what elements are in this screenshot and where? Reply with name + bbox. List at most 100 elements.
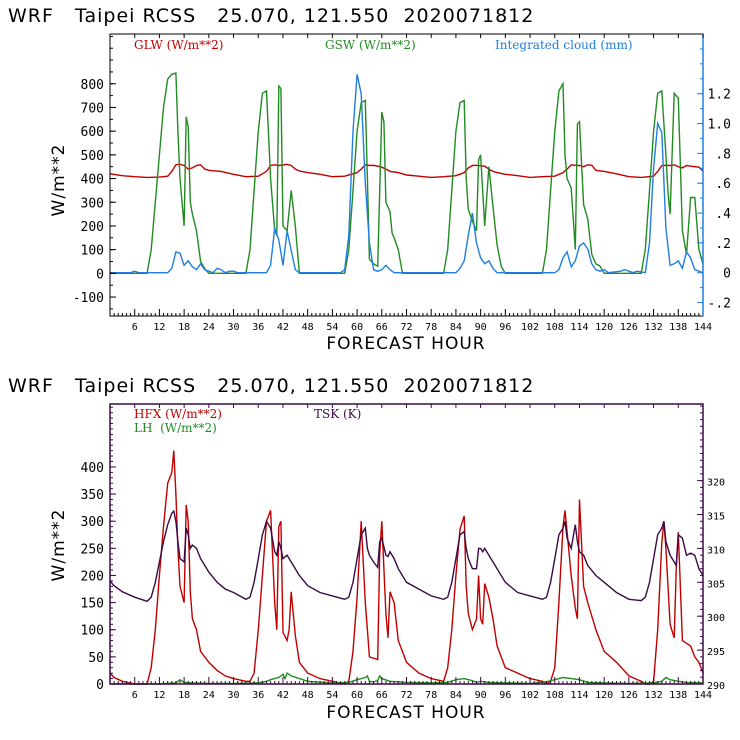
legend-lh: LH (W/m**2) bbox=[134, 421, 217, 435]
x-tick-label: 120 bbox=[595, 690, 613, 701]
top-chart-ylabel: W/m**2 bbox=[49, 144, 69, 217]
legend-tsk: TSK (K) bbox=[314, 407, 361, 421]
top-chart-panel: WRF Taipei RCSS 25.070, 121.550 20200718… bbox=[8, 5, 731, 354]
x-tick-label: 138 bbox=[669, 322, 687, 333]
bottom-chart-series bbox=[109, 450, 704, 685]
y2-tick-label: .2 bbox=[715, 237, 731, 252]
x-tick-label: 42 bbox=[277, 322, 289, 333]
x-tick-label: 12 bbox=[153, 690, 165, 701]
y-tick-label: -100 bbox=[73, 291, 104, 306]
y-tick-label: 400 bbox=[81, 461, 104, 476]
x-tick-label: 36 bbox=[252, 690, 264, 701]
x-tick-label: 18 bbox=[178, 322, 190, 333]
y2-tick-label: 290 bbox=[707, 681, 725, 692]
x-tick-label: 90 bbox=[475, 690, 487, 701]
x-tick-label: 90 bbox=[475, 322, 487, 333]
top-chart-title: WRF Taipei RCSS 25.070, 121.550 20200718… bbox=[8, 5, 534, 27]
y2-tick-label: 1.2 bbox=[708, 88, 731, 103]
bottom-chart-xlabel: FORECAST HOUR bbox=[326, 703, 485, 723]
x-tick-label: 96 bbox=[499, 322, 511, 333]
x-tick-label: 72 bbox=[400, 322, 412, 333]
y2-tick-label: 320 bbox=[707, 478, 725, 489]
bottom-chart-title: WRF Taipei RCSS 25.070, 121.550 20200718… bbox=[8, 375, 534, 397]
x-tick-label: 102 bbox=[521, 690, 539, 701]
top-chart-series bbox=[109, 72, 704, 274]
x-tick-label: 24 bbox=[203, 690, 215, 701]
y2-tick-label: 0 bbox=[723, 267, 731, 282]
series-line-integrated bbox=[110, 74, 704, 274]
x-tick-label: 12 bbox=[153, 322, 165, 333]
x-tick-label: 132 bbox=[645, 690, 663, 701]
x-tick-label: 60 bbox=[351, 322, 363, 333]
series-line-tsk bbox=[109, 509, 704, 603]
x-tick-label: 132 bbox=[645, 322, 663, 333]
y-tick-label: 200 bbox=[81, 220, 104, 235]
x-tick-label: 54 bbox=[326, 690, 338, 701]
x-tick-label: 24 bbox=[203, 322, 215, 333]
top-chart-xlabel: FORECAST HOUR bbox=[326, 334, 485, 354]
x-tick-label: 42 bbox=[277, 690, 289, 701]
y-tick-label: 150 bbox=[81, 597, 104, 612]
y-tick-label: 0 bbox=[96, 267, 104, 282]
x-tick-label: 66 bbox=[376, 322, 388, 333]
legend-gsw: GSW (W/m**2) bbox=[325, 38, 416, 52]
y2-tick-label: 305 bbox=[707, 579, 725, 590]
x-tick-label: 138 bbox=[669, 690, 687, 701]
x-tick-label: 78 bbox=[425, 322, 437, 333]
x-tick-label: 144 bbox=[694, 690, 712, 701]
y-tick-label: 700 bbox=[81, 101, 104, 116]
x-tick-label: 108 bbox=[546, 690, 564, 701]
x-tick-label: 60 bbox=[351, 690, 363, 701]
x-tick-label: 114 bbox=[570, 322, 588, 333]
y-tick-label: 400 bbox=[81, 173, 104, 188]
y2-tick-label: .6 bbox=[715, 177, 731, 192]
y2-tick-label: .4 bbox=[715, 207, 731, 222]
y-tick-label: 200 bbox=[81, 569, 104, 584]
x-tick-label: 126 bbox=[620, 690, 638, 701]
legend-hfx: HFX (W/m**2) bbox=[134, 407, 222, 421]
x-tick-label: 126 bbox=[620, 322, 638, 333]
x-tick-label: 66 bbox=[376, 690, 388, 701]
y-tick-label: 600 bbox=[81, 125, 104, 140]
y2-tick-label: 310 bbox=[707, 545, 725, 556]
x-tick-label: 84 bbox=[450, 322, 462, 333]
y-tick-label: 800 bbox=[81, 78, 104, 93]
y-tick-label: 350 bbox=[81, 488, 104, 503]
top-chart-ticks: 6 12 18 24 30 36 42 48 54 60 66 72 78 84 90 96 102 108 114… bbox=[73, 34, 731, 333]
x-tick-label: 72 bbox=[400, 690, 412, 701]
series-line-glw bbox=[109, 163, 704, 179]
bottom-chart-ticks: 6 12 18 24 30 36 42 48 54 60 66 72 78 84 90 96 102 108 114… bbox=[81, 404, 725, 701]
bottom-chart-panel: WRF Taipei RCSS 25.070, 121.550 20200718… bbox=[8, 375, 725, 723]
y-tick-label: 500 bbox=[81, 149, 104, 164]
y-tick-label: 300 bbox=[81, 196, 104, 211]
y2-tick-label: 300 bbox=[707, 613, 725, 624]
y-tick-label: 100 bbox=[81, 624, 104, 639]
x-tick-label: 6 bbox=[132, 322, 138, 333]
x-tick-label: 96 bbox=[499, 690, 511, 701]
x-tick-label: 48 bbox=[302, 322, 314, 333]
x-tick-label: 108 bbox=[546, 322, 564, 333]
legend-integrated-cloud: Integrated cloud (mm) bbox=[495, 38, 633, 52]
y-tick-label: 100 bbox=[81, 244, 104, 259]
y2-tick-label: 1.0 bbox=[708, 118, 731, 133]
y2-tick-label: .8 bbox=[715, 147, 731, 162]
y-tick-label: 50 bbox=[88, 651, 104, 666]
series-line-hfx bbox=[109, 450, 704, 685]
x-tick-label: 78 bbox=[425, 690, 437, 701]
bottom-chart-ylabel: W/m**2 bbox=[49, 509, 69, 582]
y-tick-label: 0 bbox=[96, 678, 104, 693]
x-tick-label: 84 bbox=[450, 690, 462, 701]
x-tick-label: 120 bbox=[595, 322, 613, 333]
y2-tick-label: 315 bbox=[707, 512, 725, 523]
x-tick-label: 114 bbox=[570, 690, 588, 701]
legend-glw: GLW (W/m**2) bbox=[134, 38, 223, 52]
x-tick-label: 18 bbox=[178, 690, 190, 701]
y-tick-label: 250 bbox=[81, 542, 104, 557]
y2-tick-label: 295 bbox=[707, 647, 725, 658]
x-tick-label: 144 bbox=[694, 322, 712, 333]
x-tick-label: 48 bbox=[302, 690, 314, 701]
y-tick-label: 300 bbox=[81, 515, 104, 530]
x-tick-label: 30 bbox=[228, 690, 240, 701]
series-line-lh bbox=[110, 672, 704, 685]
